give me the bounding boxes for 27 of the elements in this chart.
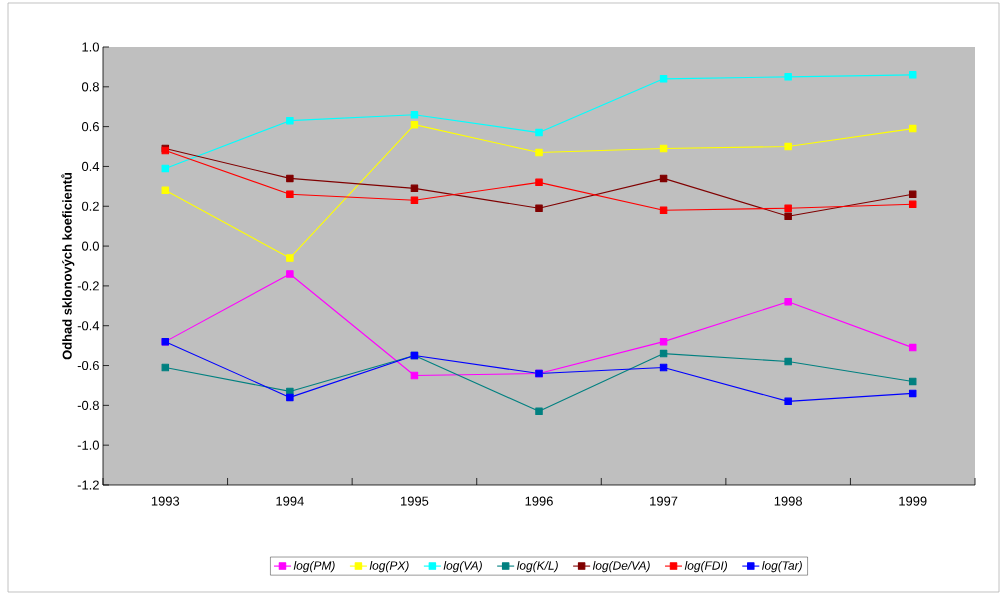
y-tick-label: 0.2	[81, 201, 99, 211]
legend-label: log(K/L)	[516, 561, 558, 573]
y-tick-label: 0.6	[81, 122, 99, 132]
legend-label: log(FDI)	[684, 561, 728, 573]
y-tick-label: 0.0	[81, 241, 99, 251]
y-tick-label: -0.6	[77, 360, 99, 371]
x-tick-label: 1993	[151, 496, 180, 506]
legend-label: log(PM)	[293, 561, 335, 573]
y-tick-label: -0.4	[77, 321, 100, 331]
x-tick-label: 1998	[774, 496, 802, 506]
y-tick-label: 0.8	[81, 82, 99, 92]
y-tick-label: -1.0	[77, 440, 99, 450]
x-tick-label: 1997	[650, 496, 678, 506]
x-tick-label: 1996	[525, 496, 553, 506]
x-tick-label: 1994	[276, 496, 304, 506]
legend-label: log(Tar)	[762, 561, 802, 573]
y-tick-label: -1.2	[77, 480, 99, 490]
legend-label: log(PX)	[369, 561, 409, 573]
x-tick-label: 1995	[401, 496, 429, 506]
y-tick-label: -0.2	[77, 281, 99, 291]
y-tick-label: 0.4	[81, 161, 100, 172]
y-axis-title: Odhad sklonových koeficientů	[61, 172, 75, 360]
x-tick-label: 1999	[899, 496, 927, 506]
y-tick-label: 1.0	[82, 42, 99, 52]
y-tick-label: -0.8	[77, 400, 99, 410]
legend-label: log(VA)	[443, 561, 482, 573]
legend-label: log(De/VA)	[592, 561, 650, 573]
